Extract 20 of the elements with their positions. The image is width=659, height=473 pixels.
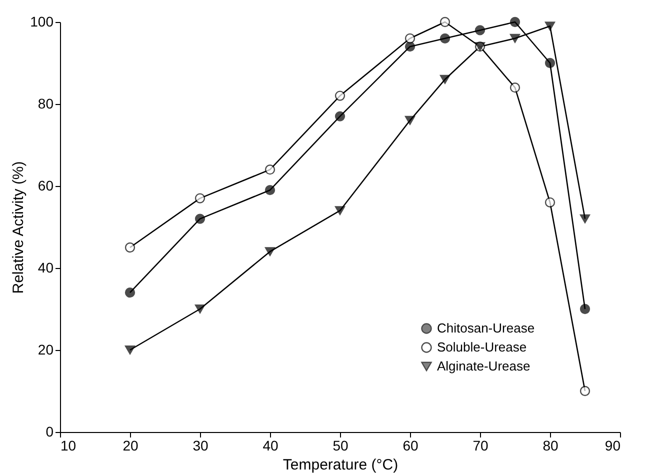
- y-tick-label: 20: [38, 342, 54, 358]
- x-tick-label: 70: [472, 438, 488, 454]
- x-tick-label: 10: [60, 438, 76, 454]
- x-tick-label: 20: [122, 438, 138, 454]
- x-tick-label: 60: [402, 438, 418, 454]
- x-axis-title: Temperature (°C): [282, 456, 398, 473]
- x-tick-label: 40: [262, 438, 278, 454]
- x-tick-label: 30: [192, 438, 208, 454]
- x-tick-label: 50: [332, 438, 348, 454]
- y-tick-label: 100: [30, 14, 54, 30]
- x-tick-label: 90: [604, 438, 621, 454]
- legend-label: Soluble-Urease: [437, 340, 527, 354]
- y-tick-label: 0: [46, 424, 54, 440]
- y-axis-title: Relative Activity (%): [10, 161, 28, 294]
- y-tick-label: 80: [38, 96, 54, 112]
- legend-label: Alginate-Urease: [437, 358, 530, 374]
- legend-label: Chitosan-Urease: [437, 320, 535, 336]
- y-tick-label: 60: [38, 178, 54, 194]
- x-tick-label: 80: [542, 438, 558, 454]
- y-tick-label: 40: [38, 260, 54, 276]
